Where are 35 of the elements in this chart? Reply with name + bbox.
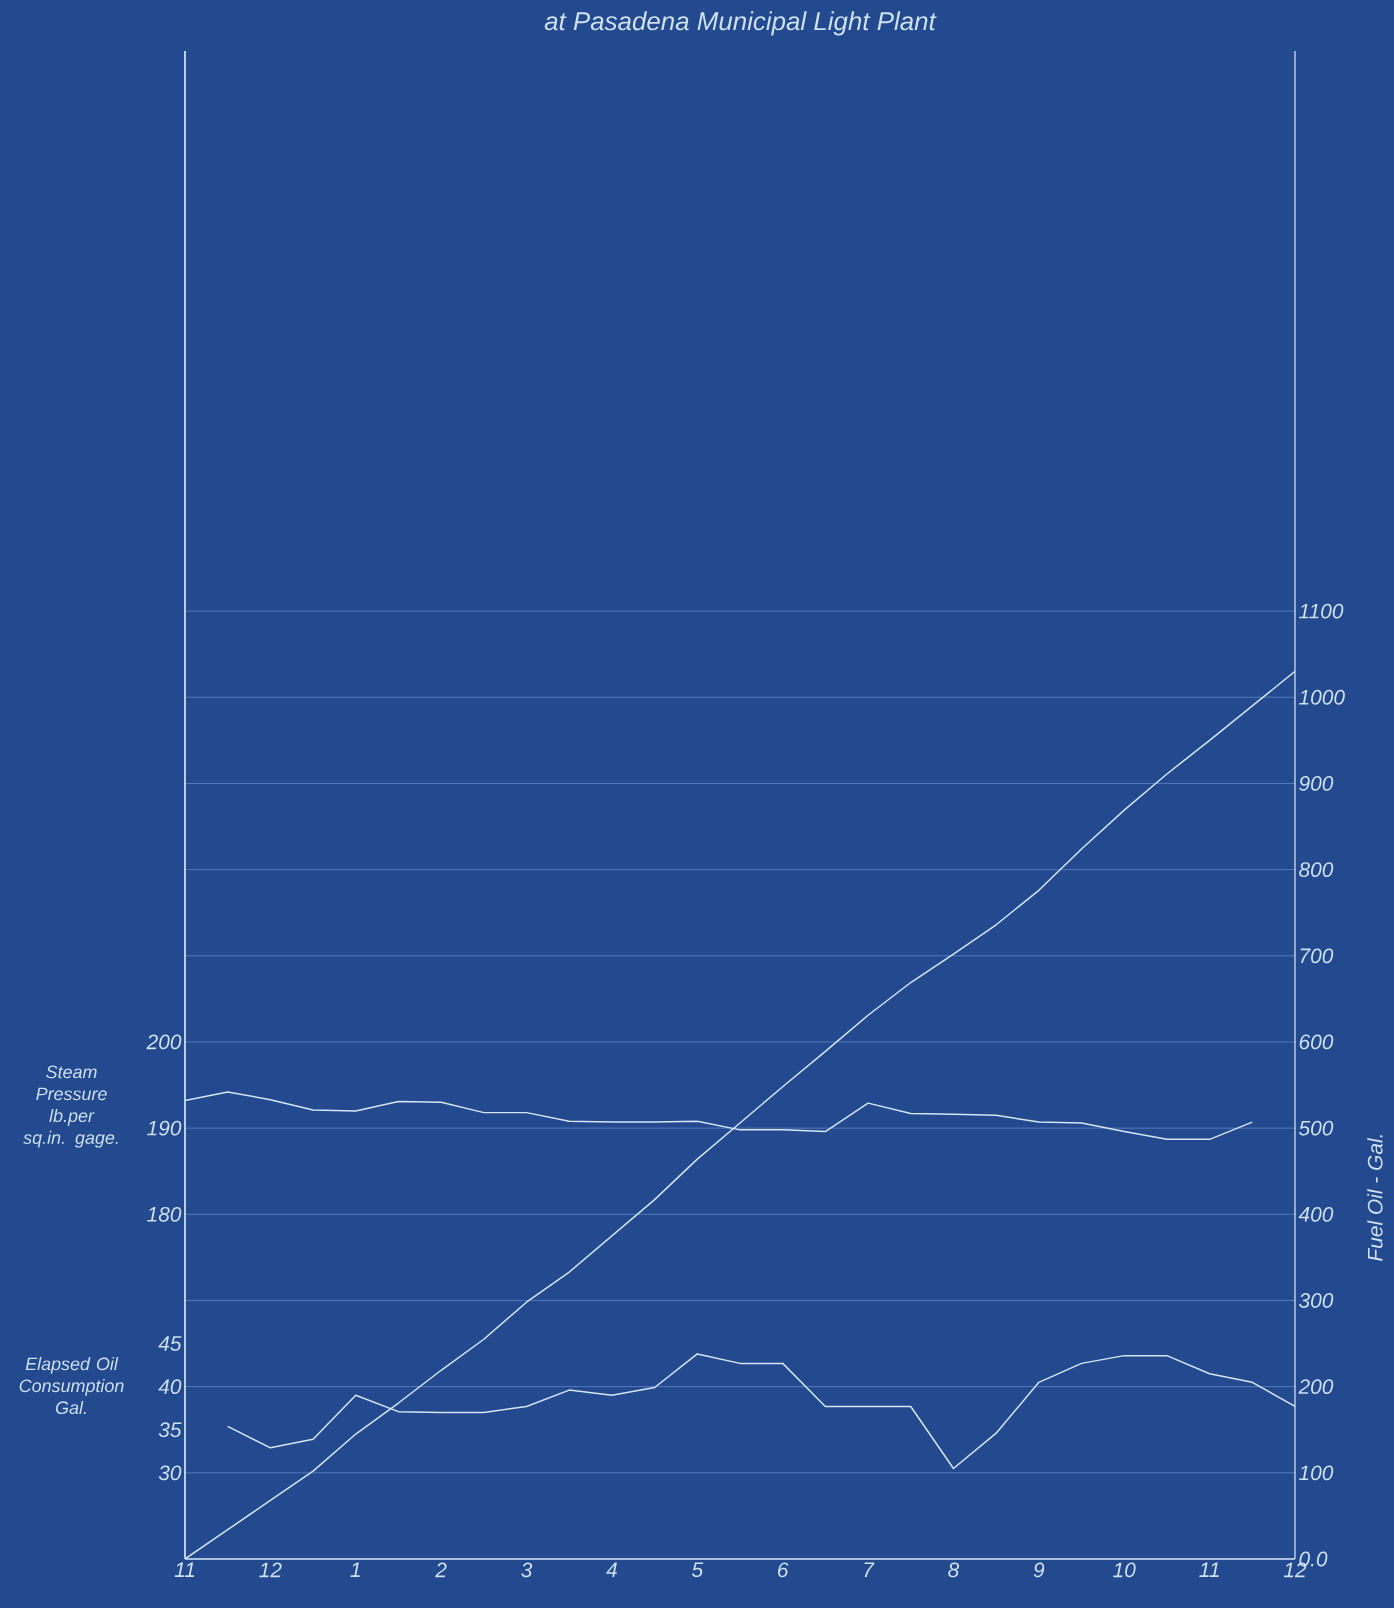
y-axis-title: Steam Pressure lb.per sq.in. gage. [23,1065,118,1148]
x-tick-label: 4 [606,1562,617,1577]
y2-tick-label: 1100 [1299,603,1344,619]
x-tick-label: 11 [174,1562,195,1577]
y3-axis-title: Elapsed Oil Consumption Gal. [19,1357,124,1415]
x-tick-label: 1 [350,1562,360,1577]
x-tick-label: 10 [1113,1562,1136,1578]
y2-tick-label: 1000 [1299,689,1345,705]
y2-tick-label: 400 [1298,1206,1334,1222]
y2-axis-title: Fuel Oil - Gal. [1367,1135,1383,1261]
y2-tick-label: 100 [1299,1465,1334,1481]
y3-tick-label: 35 [158,1422,182,1438]
x-tick-label: 7 [864,1562,875,1577]
x-tick-label: 6 [778,1562,789,1578]
chart-title: at Pasadena Municipal Light Plant [544,11,937,36]
y-tick-label: 190 [147,1120,182,1136]
y3-tick-label: 40 [158,1379,182,1395]
y2-tick-label: 600 [1299,1034,1334,1050]
y2-tick-label: 200 [1298,1379,1334,1395]
x-tick-label: 3 [521,1562,533,1578]
x-tick-label: 11 [1199,1562,1219,1577]
x-tick-label: 8 [948,1562,960,1578]
y-tick-label: 180 [147,1206,182,1222]
x-tick-label: 12 [259,1562,282,1578]
y2-tick-label: 900 [1299,776,1334,791]
y2-tick-label: 800 [1299,862,1334,878]
y2-tick-label: 700 [1300,948,1334,964]
x-tick-label: 5 [691,1562,704,1578]
y2-tick-label: 500 [1298,1120,1334,1136]
y2-tick-label: 300 [1298,1293,1334,1308]
x-tick-label: 2 [435,1562,447,1578]
x-tick-label: 9 [1033,1562,1045,1578]
y3-tick-label: 45 [158,1336,182,1351]
y-tick-label: 200 [146,1034,182,1050]
y3-tick-label: 30 [158,1465,182,1481]
